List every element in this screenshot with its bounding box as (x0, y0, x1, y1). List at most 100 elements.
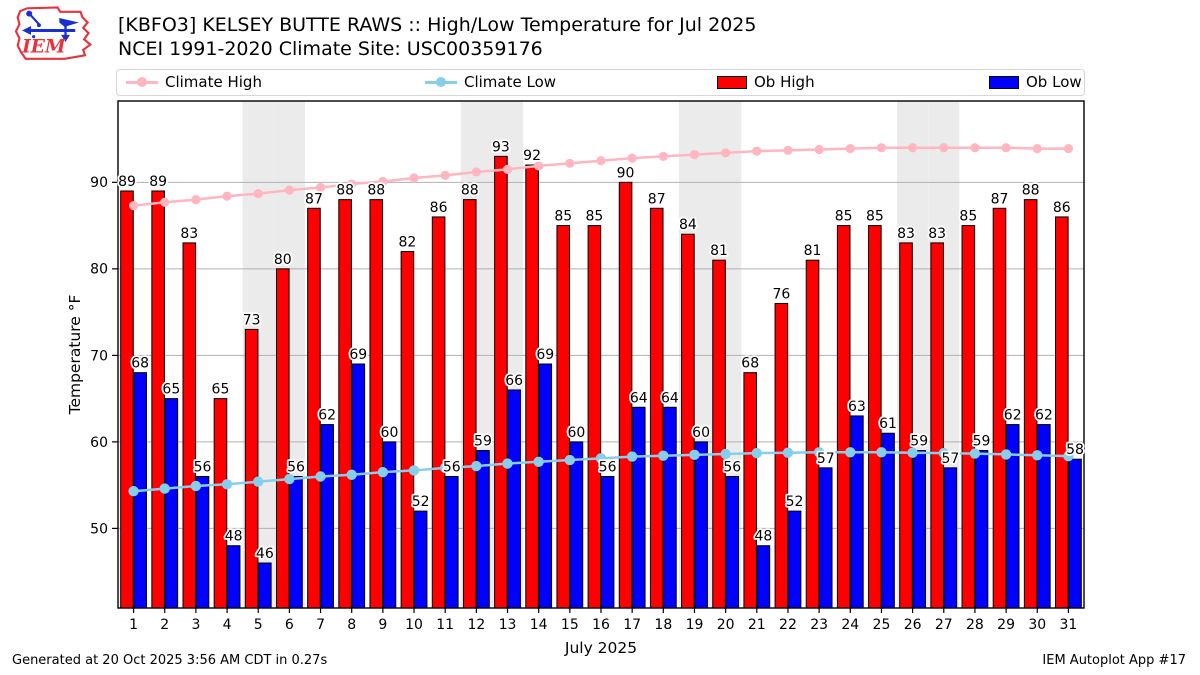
svg-text:64: 64 (661, 390, 679, 406)
svg-text:60: 60 (381, 425, 399, 441)
svg-text:81: 81 (710, 243, 728, 259)
svg-text:8: 8 (347, 617, 356, 633)
svg-text:63: 63 (848, 399, 866, 415)
svg-text:87: 87 (991, 191, 1009, 207)
svg-text:85: 85 (959, 209, 977, 225)
svg-text:59: 59 (910, 434, 928, 450)
svg-text:60: 60 (692, 425, 710, 441)
svg-text:12: 12 (467, 617, 485, 633)
svg-text:85: 85 (835, 209, 853, 225)
svg-text:58: 58 (1066, 442, 1084, 458)
svg-text:60: 60 (568, 425, 586, 441)
svg-text:83: 83 (928, 226, 946, 242)
legend-label: Climate Low (464, 73, 557, 91)
svg-text:57: 57 (817, 451, 835, 467)
svg-text:3: 3 (191, 617, 200, 633)
svg-text:9: 9 (378, 617, 387, 633)
svg-text:20: 20 (717, 617, 735, 633)
svg-text:57: 57 (941, 451, 959, 467)
svg-text:73: 73 (243, 312, 261, 328)
legend-item-climate-low: Climate Low (425, 70, 556, 95)
svg-text:89: 89 (149, 174, 167, 190)
chart-legend: Climate High Climate Low Ob High Ob Low (116, 69, 1085, 96)
ob-low-patch-swatch-icon (989, 76, 1019, 89)
svg-text:65: 65 (212, 382, 230, 398)
svg-text:92: 92 (523, 148, 541, 164)
svg-text:80: 80 (90, 262, 108, 278)
svg-text:86: 86 (430, 200, 448, 216)
generated-timestamp: Generated at 20 Oct 2025 3:56 AM CDT in … (12, 653, 328, 668)
svg-text:13: 13 (499, 617, 517, 633)
svg-text:56: 56 (599, 459, 617, 475)
ob-high-bars (120, 155, 1069, 609)
svg-text:16: 16 (592, 617, 610, 633)
legend-label: Climate High (165, 73, 262, 91)
svg-text:87: 87 (305, 191, 323, 207)
weather-vane-icon (22, 10, 79, 42)
legend-item-ob-low: Ob Low (989, 70, 1082, 95)
svg-text:68: 68 (131, 356, 149, 372)
svg-text:85: 85 (554, 209, 572, 225)
temperature-chart: 50 60 70 80 90 1 2 3 4 5 6 7 8 9 10 11 12 13 14 15 16 17 18 19 2… (0, 95, 1200, 657)
svg-text:1: 1 (129, 617, 138, 633)
svg-text:62: 62 (1004, 408, 1022, 424)
svg-text:62: 62 (318, 408, 336, 424)
climate-high-line (128, 143, 1074, 211)
svg-text:25: 25 (873, 617, 891, 633)
svg-text:4: 4 (223, 617, 232, 633)
svg-text:48: 48 (754, 529, 772, 545)
svg-text:85: 85 (866, 209, 884, 225)
svg-text:56: 56 (723, 459, 741, 475)
svg-text:88: 88 (1022, 183, 1040, 199)
svg-text:10: 10 (405, 617, 423, 633)
svg-text:7: 7 (316, 617, 325, 633)
svg-text:30: 30 (1028, 617, 1046, 633)
app-credit: IEM Autoplot App #17 (1042, 653, 1186, 668)
svg-text:90: 90 (617, 165, 635, 181)
svg-text:48: 48 (225, 529, 243, 545)
svg-text:82: 82 (399, 235, 417, 251)
svg-text:64: 64 (630, 390, 648, 406)
svg-text:24: 24 (841, 617, 859, 633)
svg-text:59: 59 (973, 434, 991, 450)
svg-text:70: 70 (90, 348, 108, 364)
svg-text:11: 11 (436, 617, 454, 633)
svg-text:26: 26 (904, 617, 922, 633)
svg-text:29: 29 (997, 617, 1015, 633)
svg-text:56: 56 (287, 459, 305, 475)
page-subtitle: NCEI 1991-2020 Climate Site: USC00359176 (118, 38, 543, 60)
x-axis-label: July 2025 (564, 639, 637, 657)
y-axis-label: Temperature °F (66, 295, 84, 416)
climate-low-line-swatch-icon (425, 76, 457, 90)
svg-text:66: 66 (505, 373, 523, 389)
svg-text:84: 84 (679, 217, 697, 233)
svg-text:23: 23 (810, 617, 828, 633)
svg-text:14: 14 (530, 617, 548, 633)
svg-text:93: 93 (492, 139, 510, 155)
svg-text:65: 65 (162, 382, 180, 398)
svg-text:60: 60 (90, 435, 108, 451)
svg-text:52: 52 (412, 494, 430, 510)
svg-text:80: 80 (274, 252, 292, 268)
svg-text:56: 56 (194, 459, 212, 475)
svg-text:69: 69 (349, 347, 367, 363)
svg-text:6: 6 (285, 617, 294, 633)
svg-text:90: 90 (90, 175, 108, 191)
svg-text:2: 2 (160, 617, 169, 633)
svg-text:69: 69 (536, 347, 554, 363)
svg-text:46: 46 (256, 546, 274, 562)
svg-text:83: 83 (180, 226, 198, 242)
svg-text:28: 28 (966, 617, 984, 633)
svg-text:19: 19 (686, 617, 704, 633)
svg-text:62: 62 (1035, 408, 1053, 424)
svg-text:17: 17 (623, 617, 641, 633)
svg-text:5: 5 (254, 617, 263, 633)
logo-text: IEM (21, 37, 67, 58)
svg-text:15: 15 (561, 617, 579, 633)
svg-text:85: 85 (585, 209, 603, 225)
svg-text:21: 21 (748, 617, 766, 633)
legend-item-climate-high: Climate High (126, 70, 262, 95)
climate-low-line (128, 447, 1074, 497)
